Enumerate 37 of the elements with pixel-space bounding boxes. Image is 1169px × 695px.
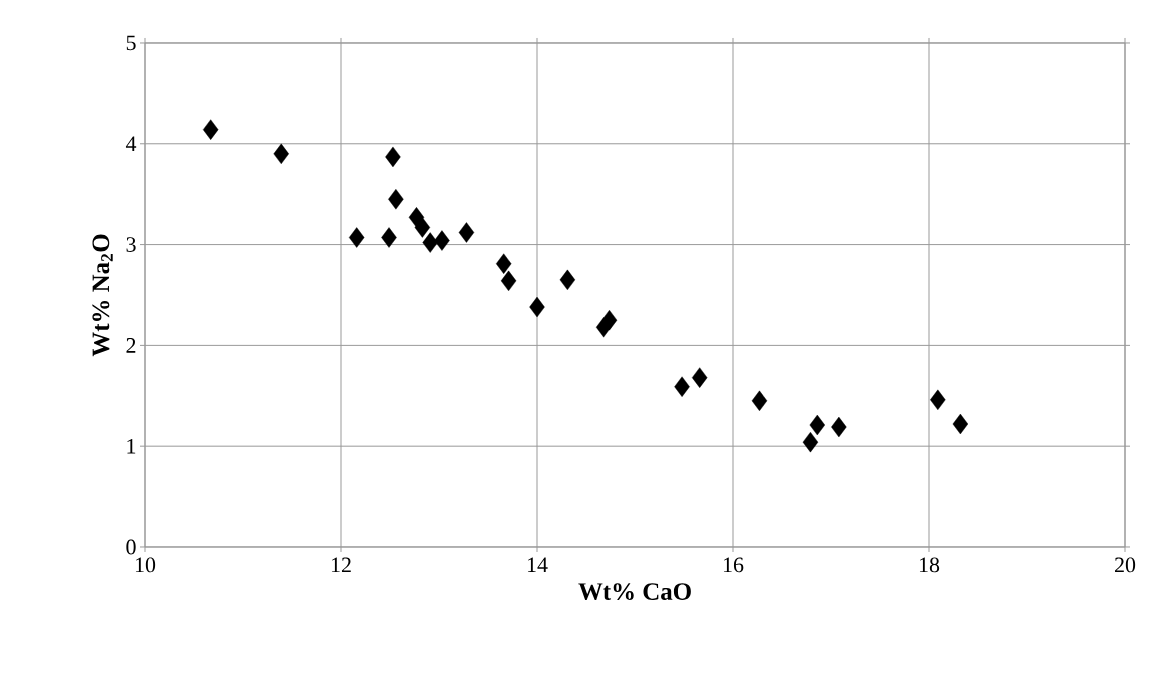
point: [385, 146, 401, 168]
y-tick-label: 0: [126, 539, 136, 555]
point: [273, 143, 289, 165]
point: [500, 270, 517, 292]
y-tick-label: 5: [126, 35, 136, 51]
point: [381, 227, 397, 248]
point: [930, 389, 946, 411]
point: [348, 227, 365, 248]
point: [495, 253, 512, 274]
x-axis-title: Wt% CaO: [578, 583, 691, 601]
point: [414, 217, 431, 238]
point: [202, 119, 219, 140]
y-axis-title: Wt% Na$_{2}$O: [92, 234, 113, 357]
y-tick-label: 1: [127, 438, 136, 454]
point: [802, 431, 819, 453]
x-tick-label: 10: [135, 557, 156, 573]
point: [601, 309, 618, 331]
point: [529, 296, 545, 318]
y-tick-label: 3: [126, 237, 136, 252]
x-tick-label: 14: [527, 557, 548, 572]
point: [458, 222, 475, 243]
point: [751, 390, 768, 412]
x-tick-label: 18: [919, 557, 940, 573]
point: [831, 416, 847, 438]
y-tick-label: 4: [125, 136, 137, 151]
point: [674, 376, 690, 397]
point: [691, 367, 708, 388]
point: [559, 269, 576, 291]
point: [952, 413, 969, 435]
x-tick-label: 20: [1115, 557, 1136, 573]
point: [809, 414, 825, 436]
point: [388, 189, 404, 210]
x-tick-label: 12: [331, 557, 351, 573]
point: [434, 230, 450, 251]
x-tick-label: 16: [723, 557, 744, 573]
y-tick-label: 2: [126, 338, 136, 353]
point: [422, 232, 438, 253]
